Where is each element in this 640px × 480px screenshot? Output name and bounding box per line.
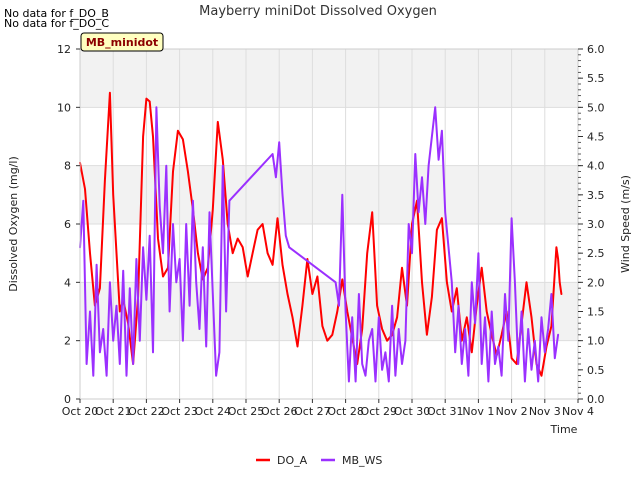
y-right-tick-label: 5.5 <box>587 72 605 85</box>
x-tick-label: Oct 24 <box>195 405 232 418</box>
plot-band <box>80 49 578 108</box>
legend-label-do-a: DO_A <box>277 454 308 467</box>
x-tick-label: Nov 3 <box>529 405 561 418</box>
x-tick-label: Oct 20 <box>62 405 99 418</box>
y-left-tick-label: 10 <box>57 101 71 114</box>
no-data-notice-b: No data for f_DO_B <box>4 7 109 20</box>
x-tick-label: Oct 26 <box>261 405 298 418</box>
x-tick-label: Oct 25 <box>228 405 265 418</box>
y-right-tick-label: 4.5 <box>587 131 605 144</box>
y-left-tick-label: 2 <box>64 335 71 348</box>
y-right-tick-label: 0.5 <box>587 364 605 377</box>
y-axis-right-label: Wind Speed (m/s) <box>619 175 632 273</box>
y-right-tick-label: 2.5 <box>587 247 605 260</box>
y-right-tick-label: 1.5 <box>587 306 605 319</box>
series-line-do-a <box>79 91 563 377</box>
y-left-tick-label: 8 <box>64 160 71 173</box>
x-tick-label: Oct 30 <box>394 405 431 418</box>
x-tick-label: Nov 2 <box>496 405 528 418</box>
y-right-tick-label: 4.0 <box>587 160 605 173</box>
x-tick-label: Oct 23 <box>161 405 198 418</box>
x-tick-label: Oct 29 <box>361 405 398 418</box>
y-axis-left-label: Dissolved Oxygen (mg/l) <box>7 156 20 291</box>
y-axis-left: 0 2 4 6 8 10 12 <box>57 43 80 406</box>
x-axis-label: Time <box>550 423 578 436</box>
plot-band <box>80 282 578 341</box>
y-axis-right: 0.0 0.5 1.0 1.5 2.0 2.5 3.0 3.5 4.0 4.5 5.0 5.5 6.0 <box>578 43 605 406</box>
y-left-tick-label: 12 <box>57 43 71 56</box>
y-right-tick-label: 1.0 <box>587 335 605 348</box>
y-right-tick-label: 2.0 <box>587 276 605 289</box>
x-tick-label: Nov 1 <box>462 405 494 418</box>
site-label-box: MB_minidot <box>80 32 164 52</box>
y-left-tick-label: 0 <box>64 393 71 406</box>
chart-title: Mayberry miniDot Dissolved Oxygen <box>199 4 437 19</box>
y-right-tick-label: 6.0 <box>587 43 605 56</box>
series-line-mb-ws <box>79 106 560 383</box>
plot-band <box>80 165 578 224</box>
x-tick-label: Oct 31 <box>427 405 464 418</box>
y-right-tick-label: 3.0 <box>587 218 605 231</box>
y-left-tick-label: 4 <box>64 276 71 289</box>
legend: DO_A MB_WS <box>256 454 382 467</box>
y-right-tick-label: 5.0 <box>587 101 605 114</box>
x-tick-label: Oct 22 <box>128 405 165 418</box>
site-label: MB_minidot <box>86 36 158 49</box>
y-left-tick-label: 6 <box>64 218 71 231</box>
x-tick-label: Oct 21 <box>95 405 132 418</box>
y-right-tick-label: 3.5 <box>587 189 605 202</box>
legend-label-mb-ws: MB_WS <box>342 454 382 467</box>
x-tick-label: Oct 28 <box>327 405 364 418</box>
no-data-notice-c: No data for f_DO_C <box>4 17 110 30</box>
y-right-tick-label: 0.0 <box>587 393 605 406</box>
x-tick-label: Oct 27 <box>294 405 331 418</box>
series-layer <box>79 91 563 383</box>
x-tick-label: Nov 4 <box>562 405 594 418</box>
